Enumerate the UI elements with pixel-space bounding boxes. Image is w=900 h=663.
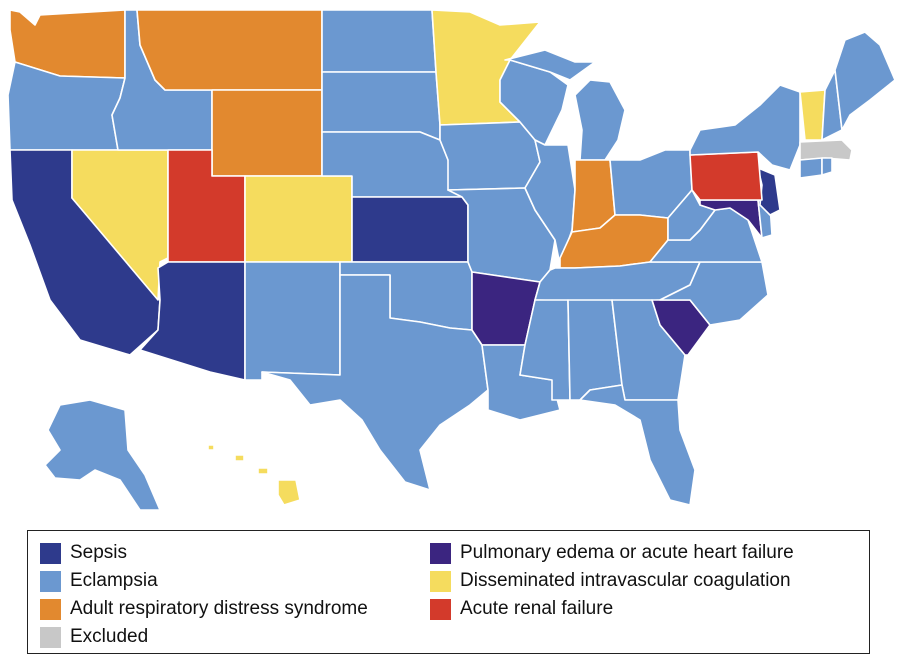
state-FL	[579, 384, 696, 506]
state-HI	[207, 444, 301, 506]
us-states-map	[7, 9, 896, 511]
state-NM	[244, 261, 341, 381]
legend-swatch-pulmonary	[430, 542, 451, 564]
state-CO	[244, 175, 353, 263]
state-IA	[439, 121, 541, 191]
state-SD	[321, 71, 441, 141]
legend-swatch-ards	[40, 598, 61, 620]
legend-swatch-sepsis	[40, 542, 61, 564]
legend-label-sepsis: Sepsis	[70, 542, 128, 563]
state-AK	[44, 399, 161, 511]
state-MT	[136, 9, 323, 91]
legend-item-dic: Disseminated intravascular coagulation	[430, 569, 791, 593]
state-KS	[351, 196, 469, 263]
legend-label-dic: Disseminated intravascular coagulation	[460, 570, 791, 591]
state-MA	[799, 139, 853, 161]
state-RI	[821, 157, 833, 176]
legend-item-sepsis: Sepsis	[40, 541, 127, 565]
legend-item-ards: Adult respiratory distress syndrome	[40, 597, 368, 621]
state-ME	[834, 31, 896, 131]
state-ND	[321, 9, 437, 73]
legend-swatch-excluded	[40, 626, 61, 648]
legend-label-pulmonary: Pulmonary edema or acute heart failure	[460, 542, 794, 563]
legend-item-renal: Acute renal failure	[430, 597, 613, 621]
legend-swatch-renal	[430, 598, 451, 620]
legend-item-pulmonary: Pulmonary edema or acute heart failure	[430, 541, 794, 565]
state-NY	[689, 84, 801, 171]
state-PA	[689, 151, 763, 201]
legend-label-excluded: Excluded	[70, 626, 149, 647]
legend-label-eclampsia: Eclampsia	[70, 570, 158, 591]
legend: Sepsis Eclampsia Adult respiratory distr…	[27, 530, 870, 654]
legend-label-ards: Adult respiratory distress syndrome	[70, 598, 368, 619]
state-WY	[211, 89, 323, 177]
legend-swatch-eclampsia	[40, 570, 61, 592]
legend-swatch-dic	[430, 570, 451, 592]
state-NC	[659, 261, 769, 326]
state-MI	[504, 49, 626, 161]
state-NJ	[757, 167, 781, 216]
legend-item-eclampsia: Eclampsia	[40, 569, 158, 593]
state-VT	[799, 89, 826, 141]
legend-label-renal: Acute renal failure	[460, 598, 614, 619]
legend-item-excluded: Excluded	[40, 625, 148, 649]
state-TX	[261, 274, 489, 491]
state-CT	[799, 157, 823, 179]
